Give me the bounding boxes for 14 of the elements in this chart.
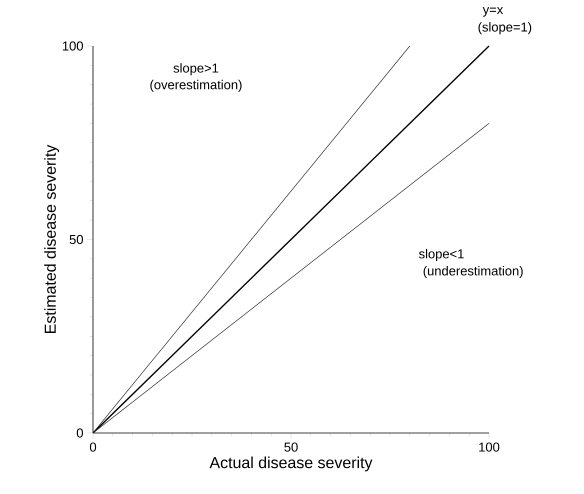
text: (slope=1) <box>478 22 532 34</box>
annotation: (underestimation) <box>424 266 523 278</box>
annotation: (overestimation) <box>150 80 242 92</box>
y-tick-label: 100 <box>62 41 83 51</box>
x-tick-label: 100 <box>479 442 500 452</box>
x-tick-label: 50 <box>284 442 298 452</box>
y-tick-label: 0 <box>76 428 83 438</box>
x-tick-label: 0 <box>90 442 96 452</box>
annotation: slope>1 <box>173 63 218 76</box>
annotation: slope<1 <box>418 248 464 261</box>
text: y=x <box>482 7 504 17</box>
x-axis-title: Actual disease severity <box>210 456 372 472</box>
y-axis-title: Estimated disease severity <box>44 144 60 333</box>
y-tick-label: 50 <box>70 234 83 244</box>
